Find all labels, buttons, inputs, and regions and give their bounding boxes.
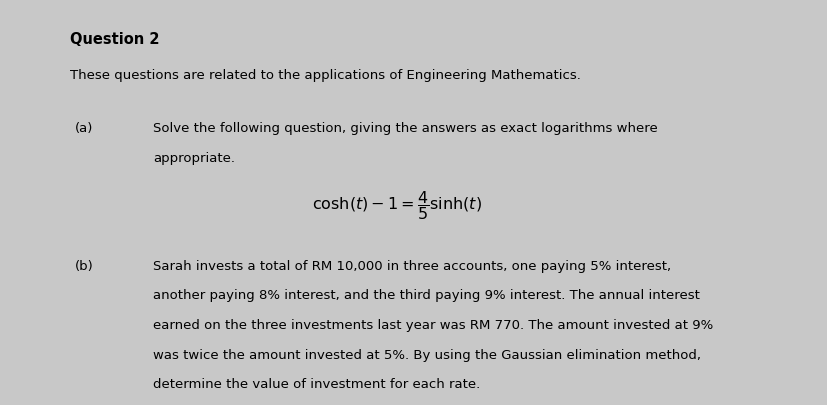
Text: appropriate.: appropriate.	[153, 152, 235, 165]
Text: $\cosh(t) - 1 = \dfrac{4}{5}\sinh(t)$: $\cosh(t) - 1 = \dfrac{4}{5}\sinh(t)$	[312, 188, 482, 221]
Text: determine the value of investment for each rate.: determine the value of investment for ea…	[153, 377, 480, 390]
Text: Question 2: Question 2	[70, 32, 160, 47]
Text: (a): (a)	[74, 122, 93, 134]
Text: earned on the three investments last year was RM 770. The amount invested at 9%: earned on the three investments last yea…	[153, 318, 713, 331]
FancyBboxPatch shape	[33, 12, 794, 393]
Text: was twice the amount invested at 5%. By using the Gaussian elimination method,: was twice the amount invested at 5%. By …	[153, 348, 700, 361]
Text: These questions are related to the applications of Engineering Mathematics.: These questions are related to the appli…	[70, 69, 581, 82]
Text: Solve the following question, giving the answers as exact logarithms where: Solve the following question, giving the…	[153, 122, 657, 134]
Text: Sarah invests a total of RM 10,000 in three accounts, one paying 5% interest,: Sarah invests a total of RM 10,000 in th…	[153, 259, 671, 272]
Text: another paying 8% interest, and the third paying 9% interest. The annual interes: another paying 8% interest, and the thir…	[153, 289, 699, 302]
Text: (b): (b)	[74, 259, 93, 272]
